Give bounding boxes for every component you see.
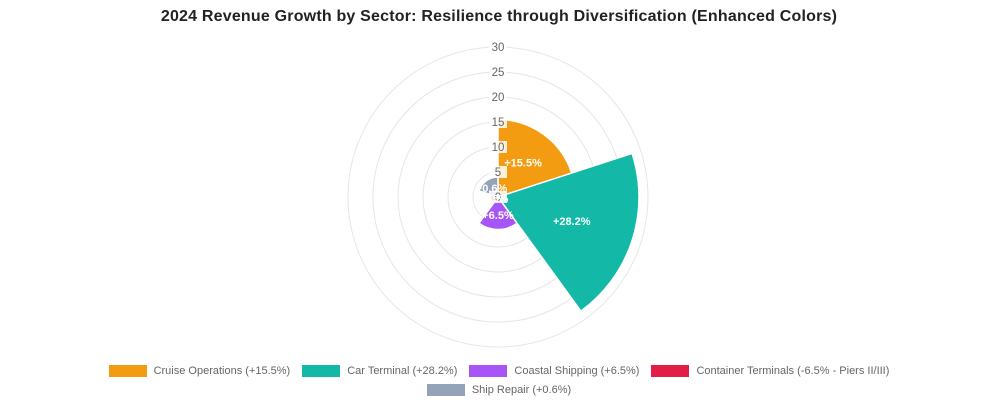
slice-coastal-shipping[interactable]: [477, 195, 519, 231]
legend-item[interactable]: Car Terminal (+28.2%): [302, 365, 457, 377]
legend-label: Container Terminals (-6.5% - Piers II/II…: [696, 365, 890, 377]
tick-backdrop: [489, 116, 507, 128]
chart-title: 2024 Revenue Growth by Sector: Resilienc…: [160, 8, 838, 25]
tick-label: 20: [492, 92, 505, 104]
legend-label: Cruise Operations (+15.5%): [153, 365, 291, 377]
tick-label: 10: [492, 142, 505, 154]
tick-backdrop: [489, 191, 507, 203]
slice-value-labels: +15.5% +28.2% +6.5% -6.5%+0.6%: [476, 158, 591, 228]
legend-item[interactable]: Container Terminals (-6.5% - Piers II/II…: [651, 365, 889, 377]
tick-backdrop: [489, 66, 507, 78]
value-label: +15.5%: [504, 158, 542, 170]
tick-backdrop: [489, 141, 507, 153]
legend-swatch: [426, 384, 465, 396]
tick-label: 0: [495, 192, 501, 204]
tick-backdrop: [489, 91, 507, 103]
chart-legend: Cruise Operations (+15.5%) Car Terminal (…: [0, 362, 998, 400]
tick-backdrop: [489, 41, 507, 53]
value-label: +0.6%: [476, 183, 508, 195]
legend-swatch: [302, 365, 341, 377]
slice-car-terminal[interactable]: [496, 152, 640, 313]
legend-item[interactable]: Ship Repair (+0.6%): [426, 384, 572, 396]
tick-label: 5: [495, 167, 501, 179]
tick-backdrop: [489, 166, 507, 178]
value-label: +28.2%: [553, 216, 591, 228]
legend-swatch: [651, 365, 690, 377]
polar-area-chart: 30 25 20 15 10 5 0 +15.5% +28.2% +6.5% -6.5%+0.6%: [347, 41, 649, 348]
tick-label: 30: [492, 42, 505, 54]
tick-label: 15: [492, 117, 505, 129]
value-label: +6.5%: [482, 210, 514, 222]
tick-label: 25: [492, 67, 505, 79]
value-label: -6.5%: [480, 193, 509, 205]
legend-item[interactable]: Coastal Shipping (+6.5%): [469, 365, 639, 377]
legend-swatch: [469, 365, 508, 377]
radial-tick-labels: 30 25 20 15 10 5 0: [489, 41, 507, 204]
legend-label: Car Terminal (+28.2%): [347, 365, 458, 377]
legend-item[interactable]: Cruise Operations (+15.5%): [108, 365, 291, 377]
legend-swatch: [108, 365, 147, 377]
legend-label: Coastal Shipping (+6.5%): [514, 365, 640, 377]
legend-label: Ship Repair (+0.6%): [471, 384, 572, 396]
